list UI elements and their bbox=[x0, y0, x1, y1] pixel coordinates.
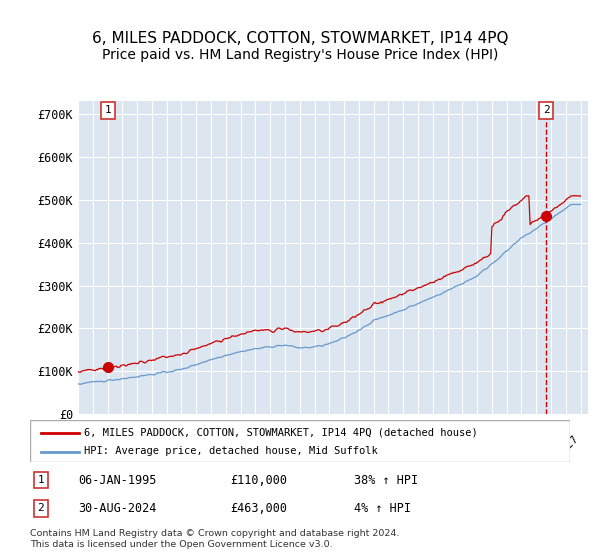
Text: 2000: 2000 bbox=[157, 433, 181, 458]
Text: 2007: 2007 bbox=[260, 433, 285, 458]
Text: 2008: 2008 bbox=[275, 433, 300, 458]
Text: 2006: 2006 bbox=[245, 433, 270, 458]
Text: 1996: 1996 bbox=[98, 433, 122, 458]
Text: 2002: 2002 bbox=[186, 433, 211, 458]
Text: 6, MILES PADDOCK, COTTON, STOWMARKET, IP14 4PQ (detached house): 6, MILES PADDOCK, COTTON, STOWMARKET, IP… bbox=[84, 428, 478, 437]
Text: 1: 1 bbox=[104, 105, 111, 115]
Text: 1993: 1993 bbox=[53, 433, 78, 458]
Text: 2027: 2027 bbox=[556, 433, 581, 458]
Text: 2022: 2022 bbox=[482, 433, 506, 458]
Text: 30-AUG-2024: 30-AUG-2024 bbox=[79, 502, 157, 515]
Text: 2005: 2005 bbox=[230, 433, 256, 458]
Text: HPI: Average price, detached house, Mid Suffolk: HPI: Average price, detached house, Mid … bbox=[84, 446, 378, 456]
Text: 2011: 2011 bbox=[319, 433, 344, 458]
Text: 2014: 2014 bbox=[364, 433, 388, 458]
Text: £463,000: £463,000 bbox=[230, 502, 287, 515]
Text: 2009: 2009 bbox=[290, 433, 314, 458]
Text: 2: 2 bbox=[37, 503, 44, 514]
Text: 2013: 2013 bbox=[349, 433, 374, 458]
Text: 4% ↑ HPI: 4% ↑ HPI bbox=[354, 502, 411, 515]
Text: 2012: 2012 bbox=[334, 433, 359, 458]
Text: 2021: 2021 bbox=[467, 433, 492, 458]
Text: 2016: 2016 bbox=[393, 433, 418, 458]
Text: 1995: 1995 bbox=[83, 433, 107, 458]
Text: 6, MILES PADDOCK, COTTON, STOWMARKET, IP14 4PQ: 6, MILES PADDOCK, COTTON, STOWMARKET, IP… bbox=[92, 31, 508, 46]
Text: 2001: 2001 bbox=[172, 433, 196, 458]
Text: 06-JAN-1995: 06-JAN-1995 bbox=[79, 474, 157, 487]
Text: 1999: 1999 bbox=[142, 433, 167, 458]
Text: Price paid vs. HM Land Registry's House Price Index (HPI): Price paid vs. HM Land Registry's House … bbox=[102, 48, 498, 62]
Text: 2: 2 bbox=[542, 105, 550, 115]
Text: £110,000: £110,000 bbox=[230, 474, 287, 487]
Text: Contains HM Land Registry data © Crown copyright and database right 2024.
This d: Contains HM Land Registry data © Crown c… bbox=[30, 529, 400, 549]
Text: 1994: 1994 bbox=[68, 433, 93, 458]
Text: 1998: 1998 bbox=[127, 433, 152, 458]
Text: 2015: 2015 bbox=[379, 433, 403, 458]
Text: 2017: 2017 bbox=[408, 433, 433, 458]
Text: 2010: 2010 bbox=[305, 433, 329, 458]
Text: 2018: 2018 bbox=[423, 433, 448, 458]
FancyBboxPatch shape bbox=[30, 420, 570, 462]
Text: 1997: 1997 bbox=[112, 433, 137, 458]
Text: 2003: 2003 bbox=[201, 433, 226, 458]
Text: 2025: 2025 bbox=[526, 433, 551, 458]
Text: 38% ↑ HPI: 38% ↑ HPI bbox=[354, 474, 418, 487]
Text: 2026: 2026 bbox=[541, 433, 566, 458]
Text: 2019: 2019 bbox=[437, 433, 463, 458]
Text: 1: 1 bbox=[37, 475, 44, 485]
Text: 2020: 2020 bbox=[452, 433, 477, 458]
Text: 2024: 2024 bbox=[512, 433, 536, 458]
Text: 2023: 2023 bbox=[497, 433, 521, 458]
Text: 2004: 2004 bbox=[216, 433, 241, 458]
